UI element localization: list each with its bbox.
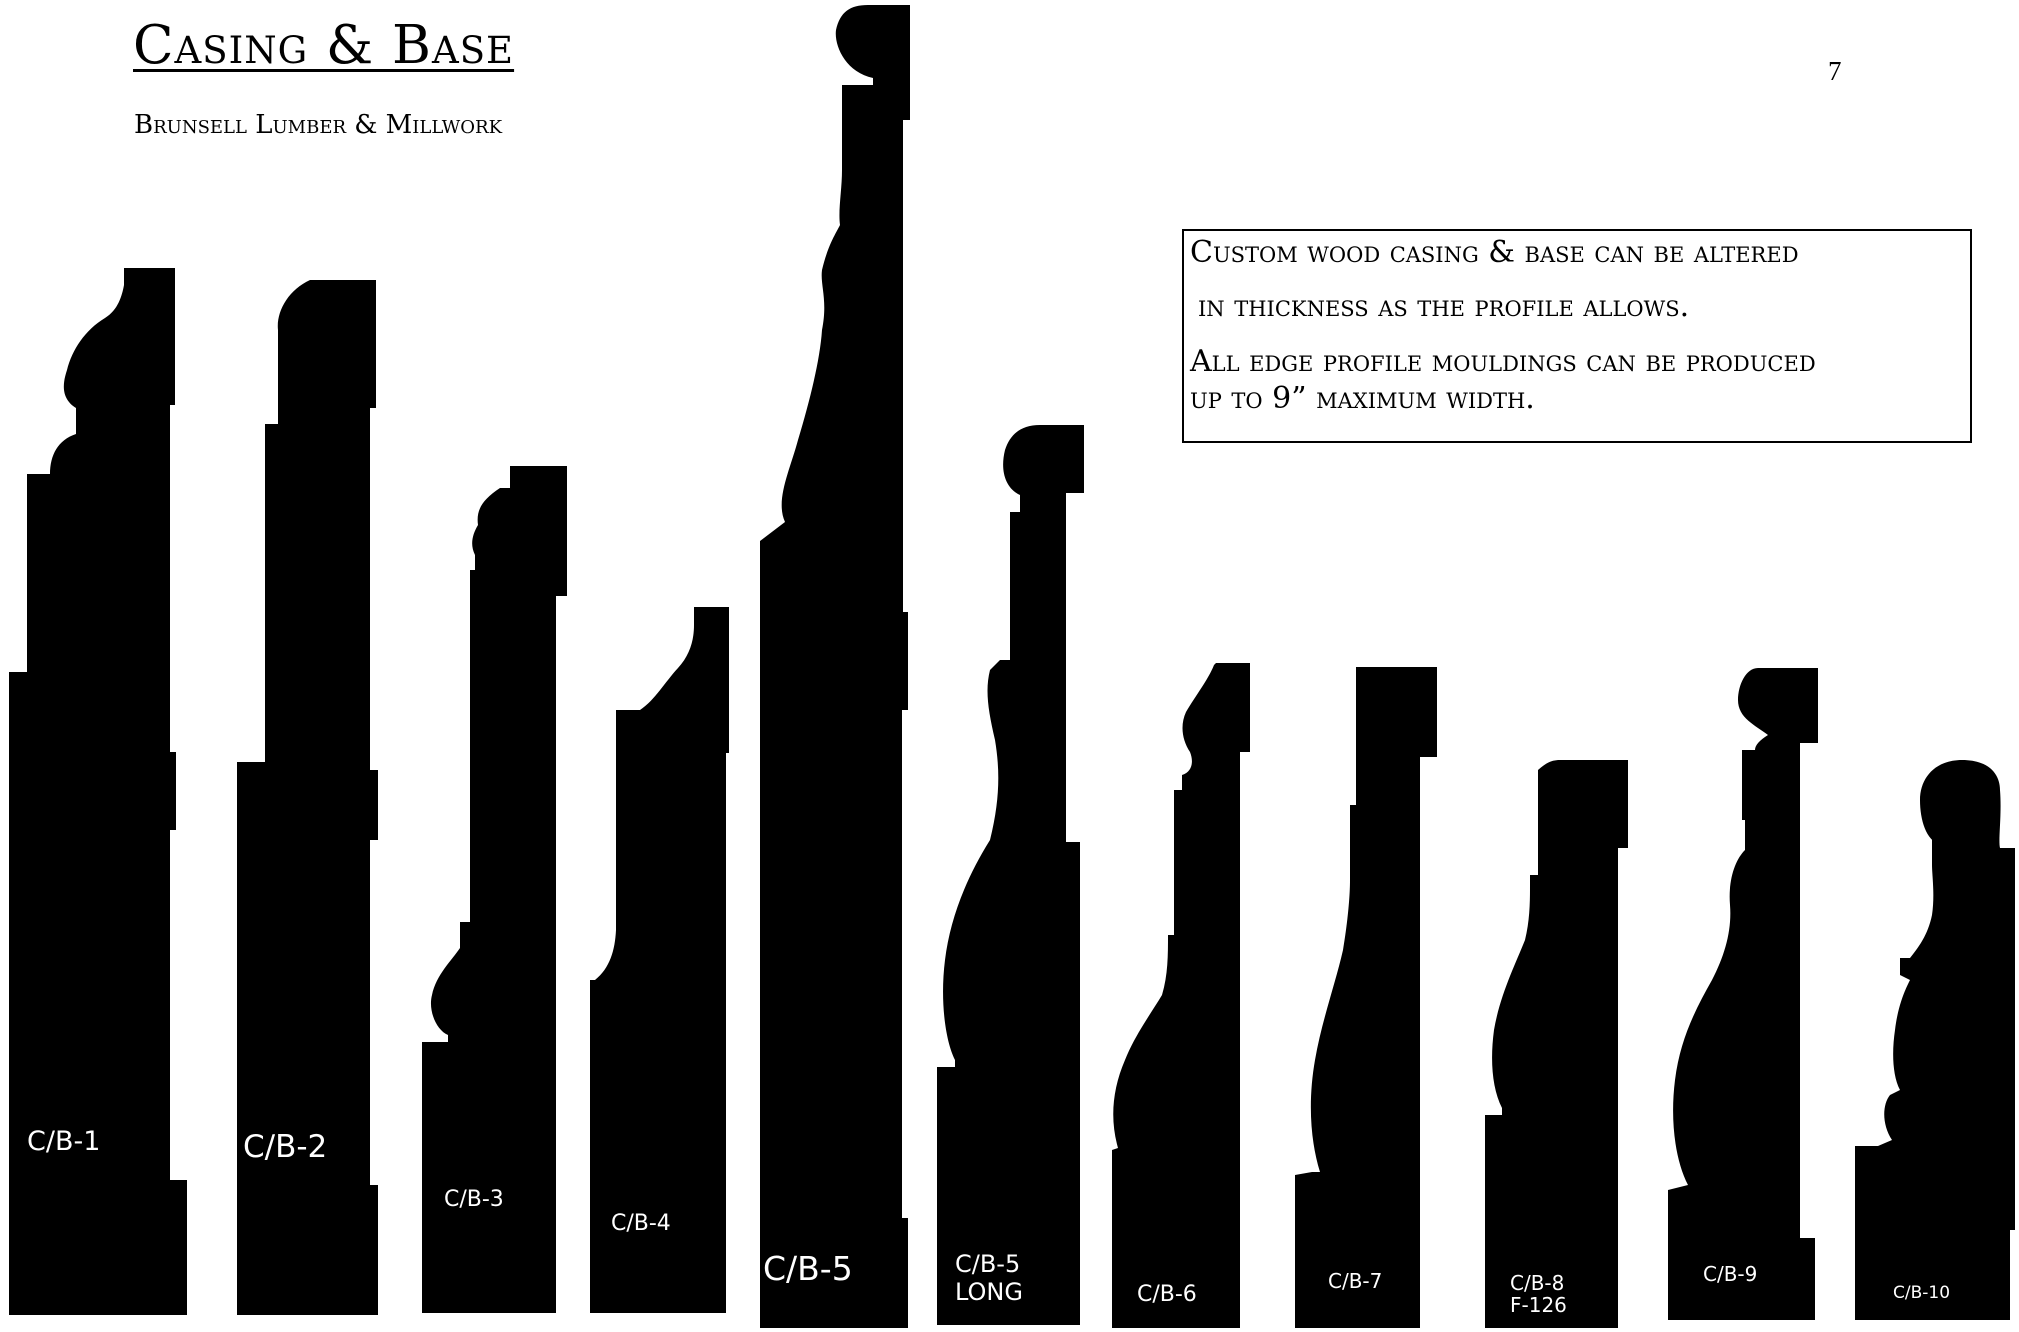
profile-cb-1-shape [9,268,187,1315]
profile-cb-7: C/B-7 [1295,667,1437,1328]
profile-cb-4-label: C/B-4 [611,1211,671,1236]
profile-cb-8: C/B-8 F-126 [1485,760,1628,1328]
profile-cb-3-label: C/B-3 [444,1187,504,1212]
profile-cb-1-label: C/B-1 [27,1126,100,1157]
note-line-1: Custom wood casing & base can be altered [1190,235,1799,270]
profile-cb-3: C/B-3 [422,466,567,1313]
profile-cb-2-label: C/B-2 [243,1129,327,1165]
profile-cb-3-shape [422,466,567,1313]
profile-cb-8-label-2: F-126 [1510,1293,1567,1317]
profile-cb-10-label: C/B-10 [1893,1283,1950,1303]
profile-cb-5: C/B-5 [760,5,910,1328]
page-subtitle: Brunsell Lumber & Millwork [134,110,503,140]
profile-cb-5-long-label-2: LONG [955,1278,1023,1306]
profile-cb-8-label: C/B-8 [1510,1271,1564,1295]
profile-cb-6-label: C/B-6 [1137,1282,1197,1307]
profile-cb-9-label: C/B-9 [1703,1262,1757,1286]
note-line-4: up to 9” maximum width. [1190,380,1535,416]
profile-cb-6-shape [1112,663,1250,1328]
profile-cb-5-shape [760,5,910,1328]
profile-cb-4-shape [590,607,729,1313]
page-number: 7 [1828,56,1842,86]
profile-cb-5-label: C/B-5 [763,1249,853,1288]
profile-cb-8-shape [1485,760,1628,1328]
page-title: Casing & Base [133,15,515,76]
note-line-3: All edge profile mouldings can be produc… [1190,344,1816,380]
profile-cb-7-shape [1295,667,1437,1328]
profile-cb-2: C/B-2 [237,280,378,1315]
profile-cb-9: C/B-9 [1668,668,1818,1320]
profile-cb-9-shape [1668,668,1818,1320]
note-box: Custom wood casing & base can be altered… [1182,229,1972,443]
note-line-2: in thickness as the profile allows. [1198,288,1690,324]
profile-cb-1: C/B-1 [9,268,187,1315]
profile-cb-4: C/B-4 [590,607,729,1313]
profile-cb-5-long-label: C/B-5 [955,1250,1020,1278]
profile-cb-7-label: C/B-7 [1328,1269,1382,1293]
profile-cb-5-long-shape [937,425,1084,1325]
profile-cb-6: C/B-6 [1112,663,1250,1328]
profile-cb-10-shape [1855,760,2015,1320]
profile-cb-5-long: C/B-5 LONG [937,425,1084,1325]
profile-cb-2-shape [237,280,378,1315]
profile-cb-10: C/B-10 [1855,760,2015,1320]
